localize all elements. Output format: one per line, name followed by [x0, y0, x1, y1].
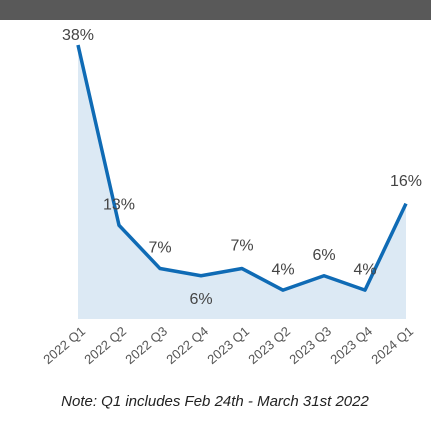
x-tick-label: 2022 Q4 [163, 323, 211, 367]
x-tick-label: 2022 Q2 [81, 323, 129, 367]
value-label: 6% [189, 291, 212, 308]
note: Note: Q1 includes Feb 24th - March 31st … [61, 393, 369, 410]
header-bar [0, 0, 431, 20]
value-label: 4% [353, 261, 376, 278]
value-label: 7% [230, 238, 253, 255]
value-label: 13% [103, 196, 135, 213]
line [76, 44, 408, 292]
x-tick-label: 2022 Q1 [40, 323, 88, 367]
value-label: 7% [148, 240, 171, 257]
x-tick-label: 2022 Q3 [122, 323, 170, 367]
x-tick-label: 2023 Q4 [327, 323, 375, 367]
value-label: 38% [62, 27, 94, 44]
x-tick-label: 2023 Q1 [204, 323, 252, 367]
area [78, 45, 406, 319]
x-tick-label: 2023 Q2 [245, 323, 293, 367]
value-label: 16% [390, 173, 422, 190]
value-label: 6% [312, 247, 335, 264]
value-label: 4% [271, 261, 294, 278]
x-tick-label: 2023 Q3 [286, 323, 334, 367]
x-tick-label: 2024 Q1 [368, 323, 416, 367]
